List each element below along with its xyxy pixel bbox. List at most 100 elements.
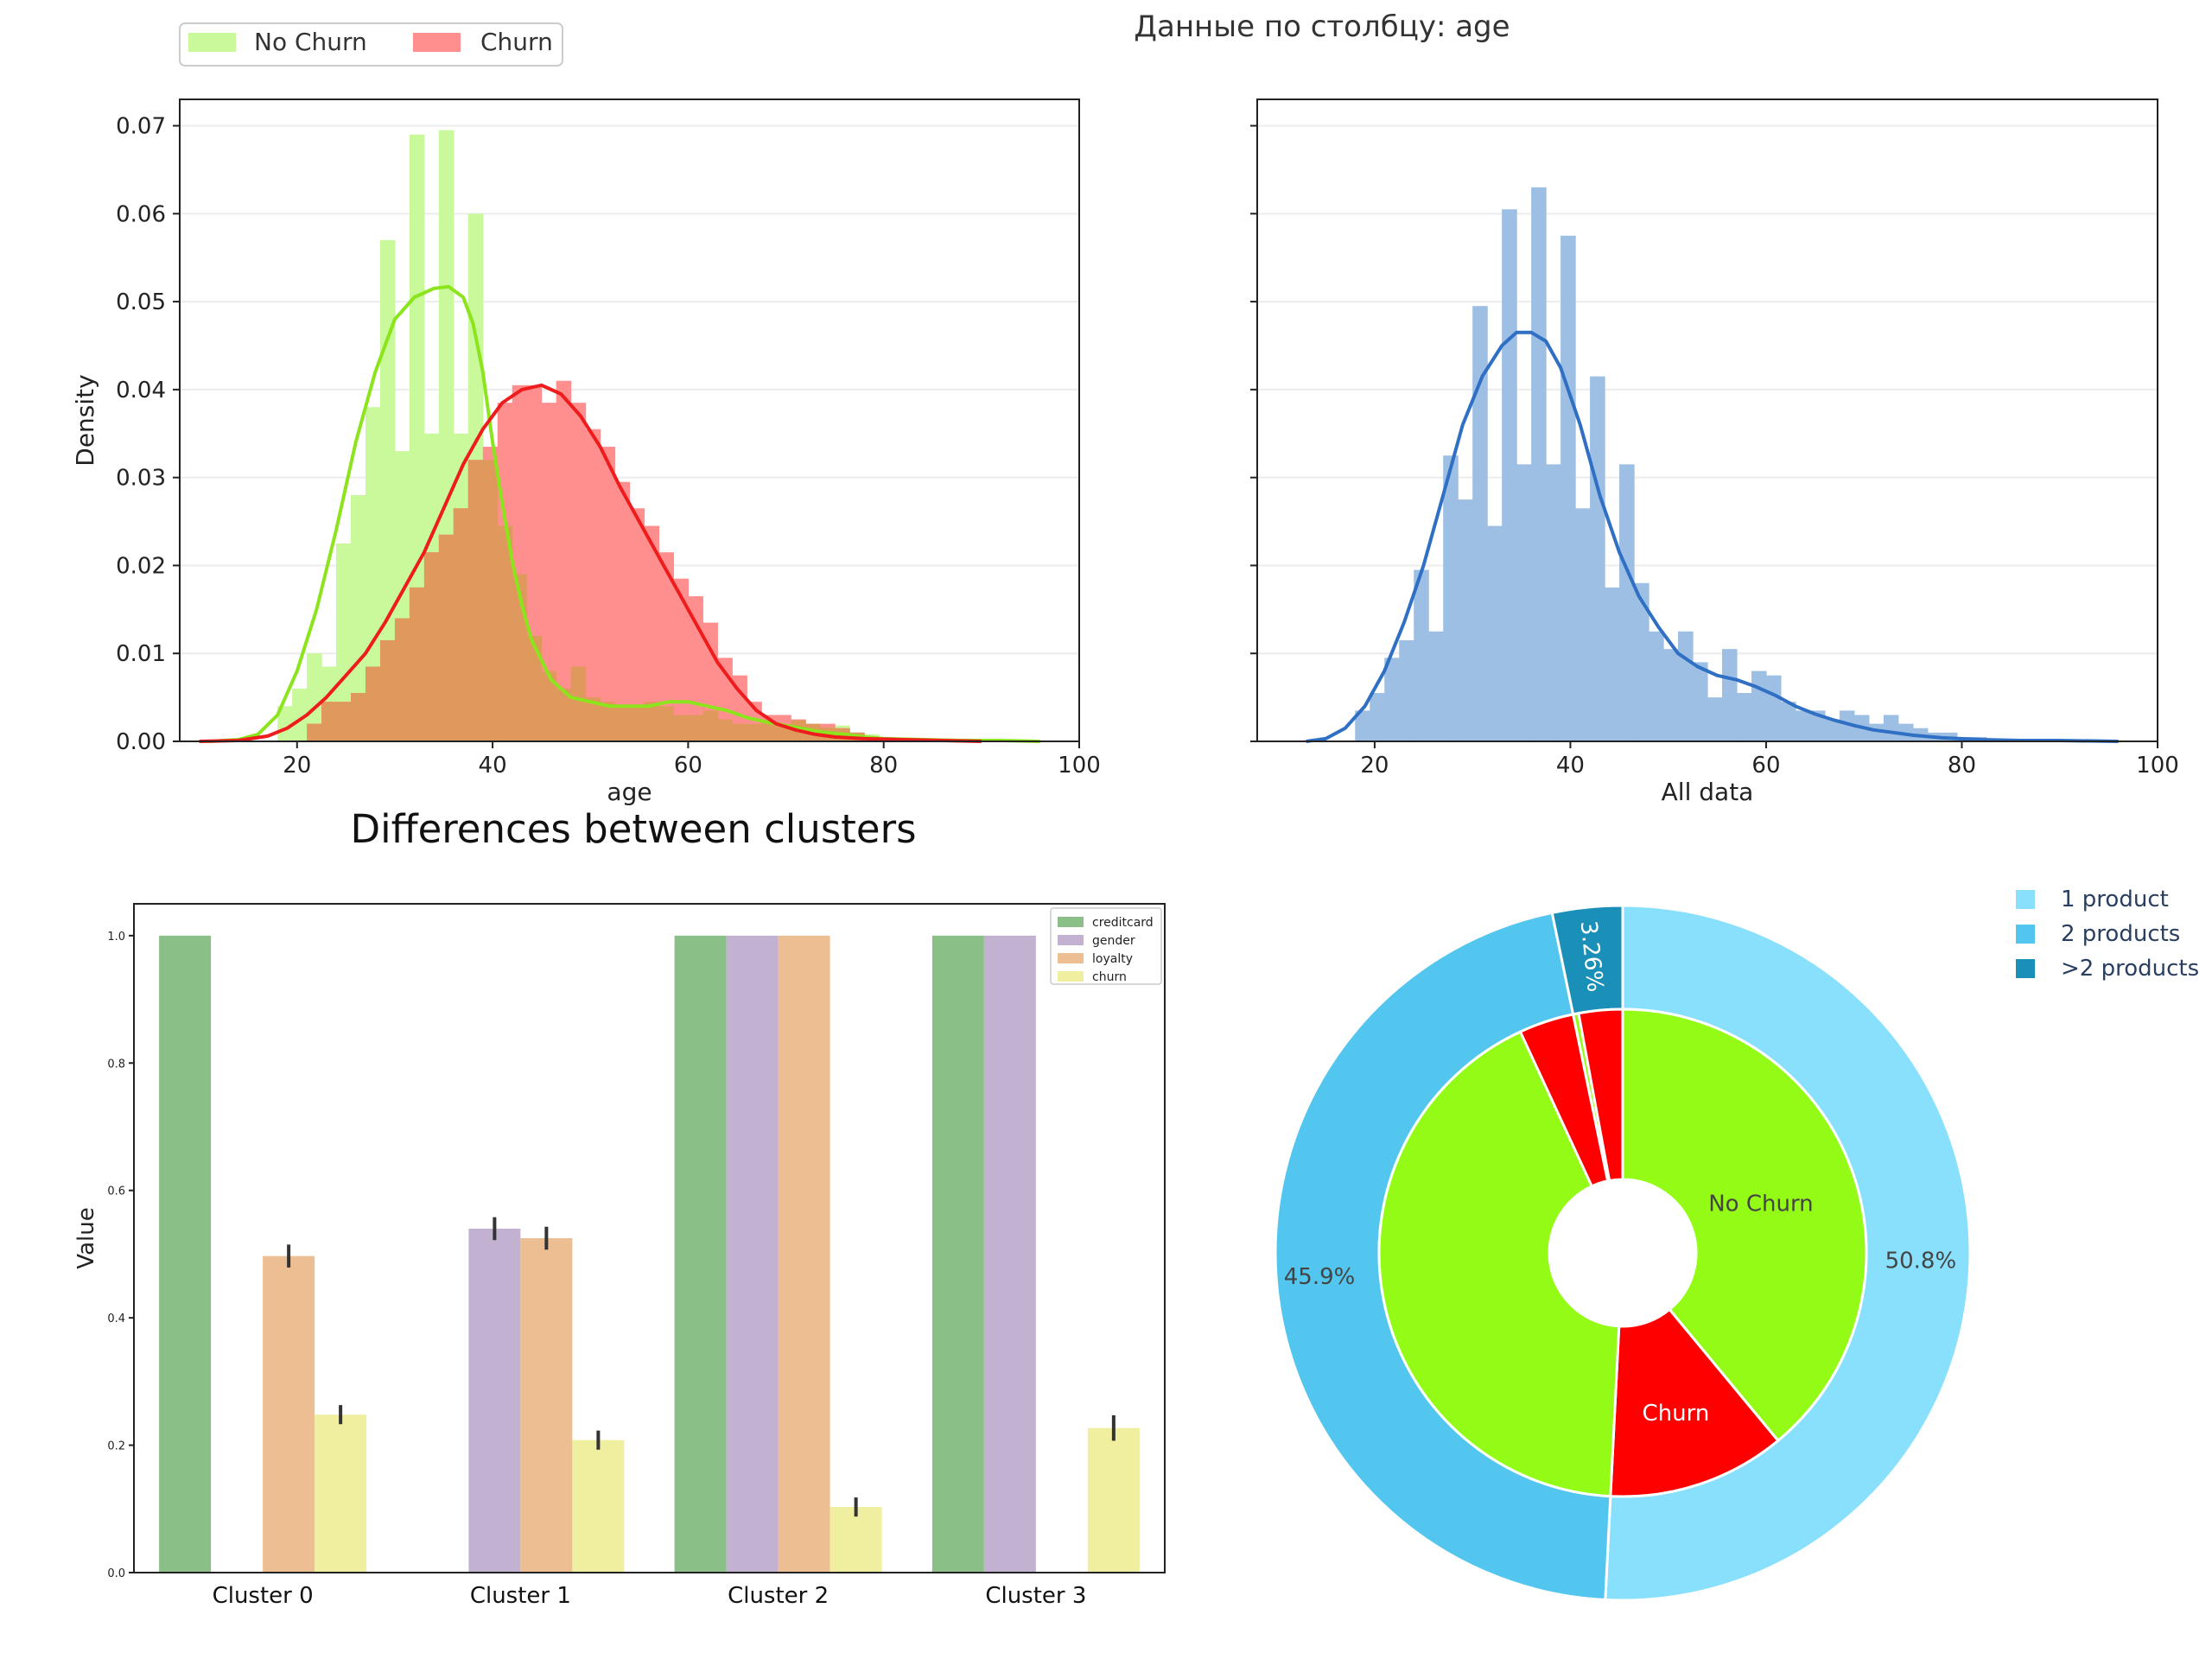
x-tick-label: Cluster 2: [728, 1583, 829, 1609]
x-axis-label: age: [607, 778, 652, 806]
histogram-overlap-bar: [673, 715, 689, 741]
histogram-bar: [1809, 710, 1826, 741]
x-tick-label: 60: [674, 753, 702, 779]
histogram-overlap-bar: [526, 635, 543, 741]
histogram-bar: [1693, 662, 1708, 741]
legend-swatch: [1058, 953, 1084, 963]
x-tick-label: 80: [869, 753, 898, 779]
histogram-bar: [1472, 306, 1488, 741]
plot-frame: [133, 903, 1166, 1573]
y-tick-label: 0.07: [116, 114, 166, 140]
histogram-overlap-bar: [453, 508, 469, 741]
histogram-bar: [1736, 693, 1752, 741]
donut-legend-swatch: [2016, 890, 2035, 909]
histogram-overlap-bar: [570, 666, 587, 741]
plot-frame: [179, 99, 1080, 742]
donut-legend-swatch: [2016, 959, 2035, 978]
histogram-overlap-bar: [336, 702, 352, 741]
churn-legend: No Churn Churn: [179, 22, 563, 67]
histogram-bar: [1531, 187, 1547, 741]
histogram-bar: [379, 239, 396, 741]
legend-swatch-no-churn: [188, 33, 236, 52]
histogram-bar: [1487, 525, 1503, 741]
cluster-bar: [263, 1255, 315, 1573]
page-title: Данные по столбцу: age: [1134, 10, 1510, 44]
histogram-bar: [277, 706, 293, 741]
histogram-bar: [1795, 710, 1811, 741]
legend-label: churn: [1092, 970, 1127, 984]
inner-donut-slice: [1621, 1007, 1868, 1443]
legend-label: loyalty: [1092, 952, 1133, 966]
donut-legend-label: >2 products: [2061, 956, 2199, 982]
histogram-bar: [1560, 235, 1576, 742]
histogram-overlap-bar: [600, 702, 616, 741]
histogram-bar: [1883, 715, 1899, 741]
donut-legend-swatch: [2016, 925, 2035, 944]
x-tick-label: Cluster 0: [213, 1583, 314, 1609]
y-tick-label: 0.2: [107, 1440, 125, 1453]
histogram-overlap-bar: [467, 460, 484, 741]
histogram-bar: [1355, 710, 1370, 741]
histogram-overlap-bar: [541, 671, 557, 741]
histogram-overlap-bar: [761, 721, 777, 741]
histogram-bar: [1384, 658, 1400, 741]
cluster-bar: [468, 1228, 521, 1573]
x-tick-label: 20: [283, 753, 311, 779]
histogram-overlap-bar: [644, 702, 660, 741]
histogram-bar: [1414, 569, 1429, 741]
cluster-bar: [830, 1507, 882, 1573]
histogram-overlap-bar: [702, 710, 718, 741]
cluster-bar-chart: Cluster 0 Cluster 1 Cluster 2 Cluster 3 0.0 0…: [73, 903, 1166, 1609]
legend-frame: [179, 22, 563, 67]
y-axis-label: Density: [71, 374, 99, 466]
histogram-bar: [292, 688, 308, 741]
legend-swatch: [1058, 917, 1084, 927]
histogram-overlap-bar: [497, 525, 513, 741]
x-tick-label: 100: [1058, 753, 1101, 779]
histogram-bar: [585, 429, 601, 741]
histogram-overlap-bar: [365, 666, 381, 741]
y-tick-label: 0.6: [107, 1185, 125, 1198]
cluster-bar: [315, 1414, 367, 1573]
y-tick-label: 0.06: [116, 201, 166, 227]
legend-swatch: [1058, 935, 1084, 945]
histogram-bar: [1428, 631, 1444, 741]
inner-donut-slice: [1577, 1007, 1624, 1183]
histogram-overlap-bar: [688, 715, 703, 741]
histogram-bar: [1824, 719, 1840, 741]
x-tick-label: 40: [1556, 753, 1585, 779]
histogram-bar: [1516, 464, 1532, 741]
y-tick-label: 0.03: [116, 466, 166, 492]
histogram-overlap-bar: [351, 693, 366, 741]
histogram-bar: [307, 653, 322, 741]
inner-slice-label: No Churn: [1708, 1191, 1813, 1217]
histogram-bar: [1649, 631, 1664, 741]
y-tick-label: 0.05: [116, 289, 166, 315]
y-tick-label: 0.0: [107, 1567, 125, 1580]
histogram-bar: [600, 447, 616, 741]
cluster-bar: [674, 935, 727, 1573]
histogram-bar: [1678, 631, 1694, 741]
inner-donut-slice: [1609, 1307, 1780, 1498]
histogram-bar: [629, 508, 645, 741]
x-axis-label: All data: [1662, 778, 1754, 806]
histogram-overlap-bar: [658, 706, 675, 741]
cluster-bar: [159, 935, 212, 1573]
outer-slice-label: 50.8%: [1885, 1249, 1957, 1274]
x-tick-label: Cluster 1: [470, 1583, 571, 1609]
legend-swatch-churn: [413, 33, 461, 52]
legend-label-churn: Churn: [480, 28, 553, 56]
histogram-bar: [1458, 499, 1473, 741]
y-tick-label: 0.04: [116, 378, 166, 404]
x-tick-label: Cluster 3: [985, 1583, 1086, 1609]
cluster-chart-title: Differences between clusters: [350, 806, 916, 852]
histogram-bar: [1707, 697, 1723, 741]
histogram-bar: [1590, 376, 1605, 741]
histogram-bar: [1399, 639, 1414, 741]
all-data-density-chart: 20 40 60 80 100 All data: [1250, 99, 2179, 806]
histogram-bar: [1634, 582, 1649, 741]
y-tick-label: 0.02: [116, 553, 166, 579]
histogram-bar: [1605, 587, 1620, 741]
kde-line: [199, 383, 982, 743]
